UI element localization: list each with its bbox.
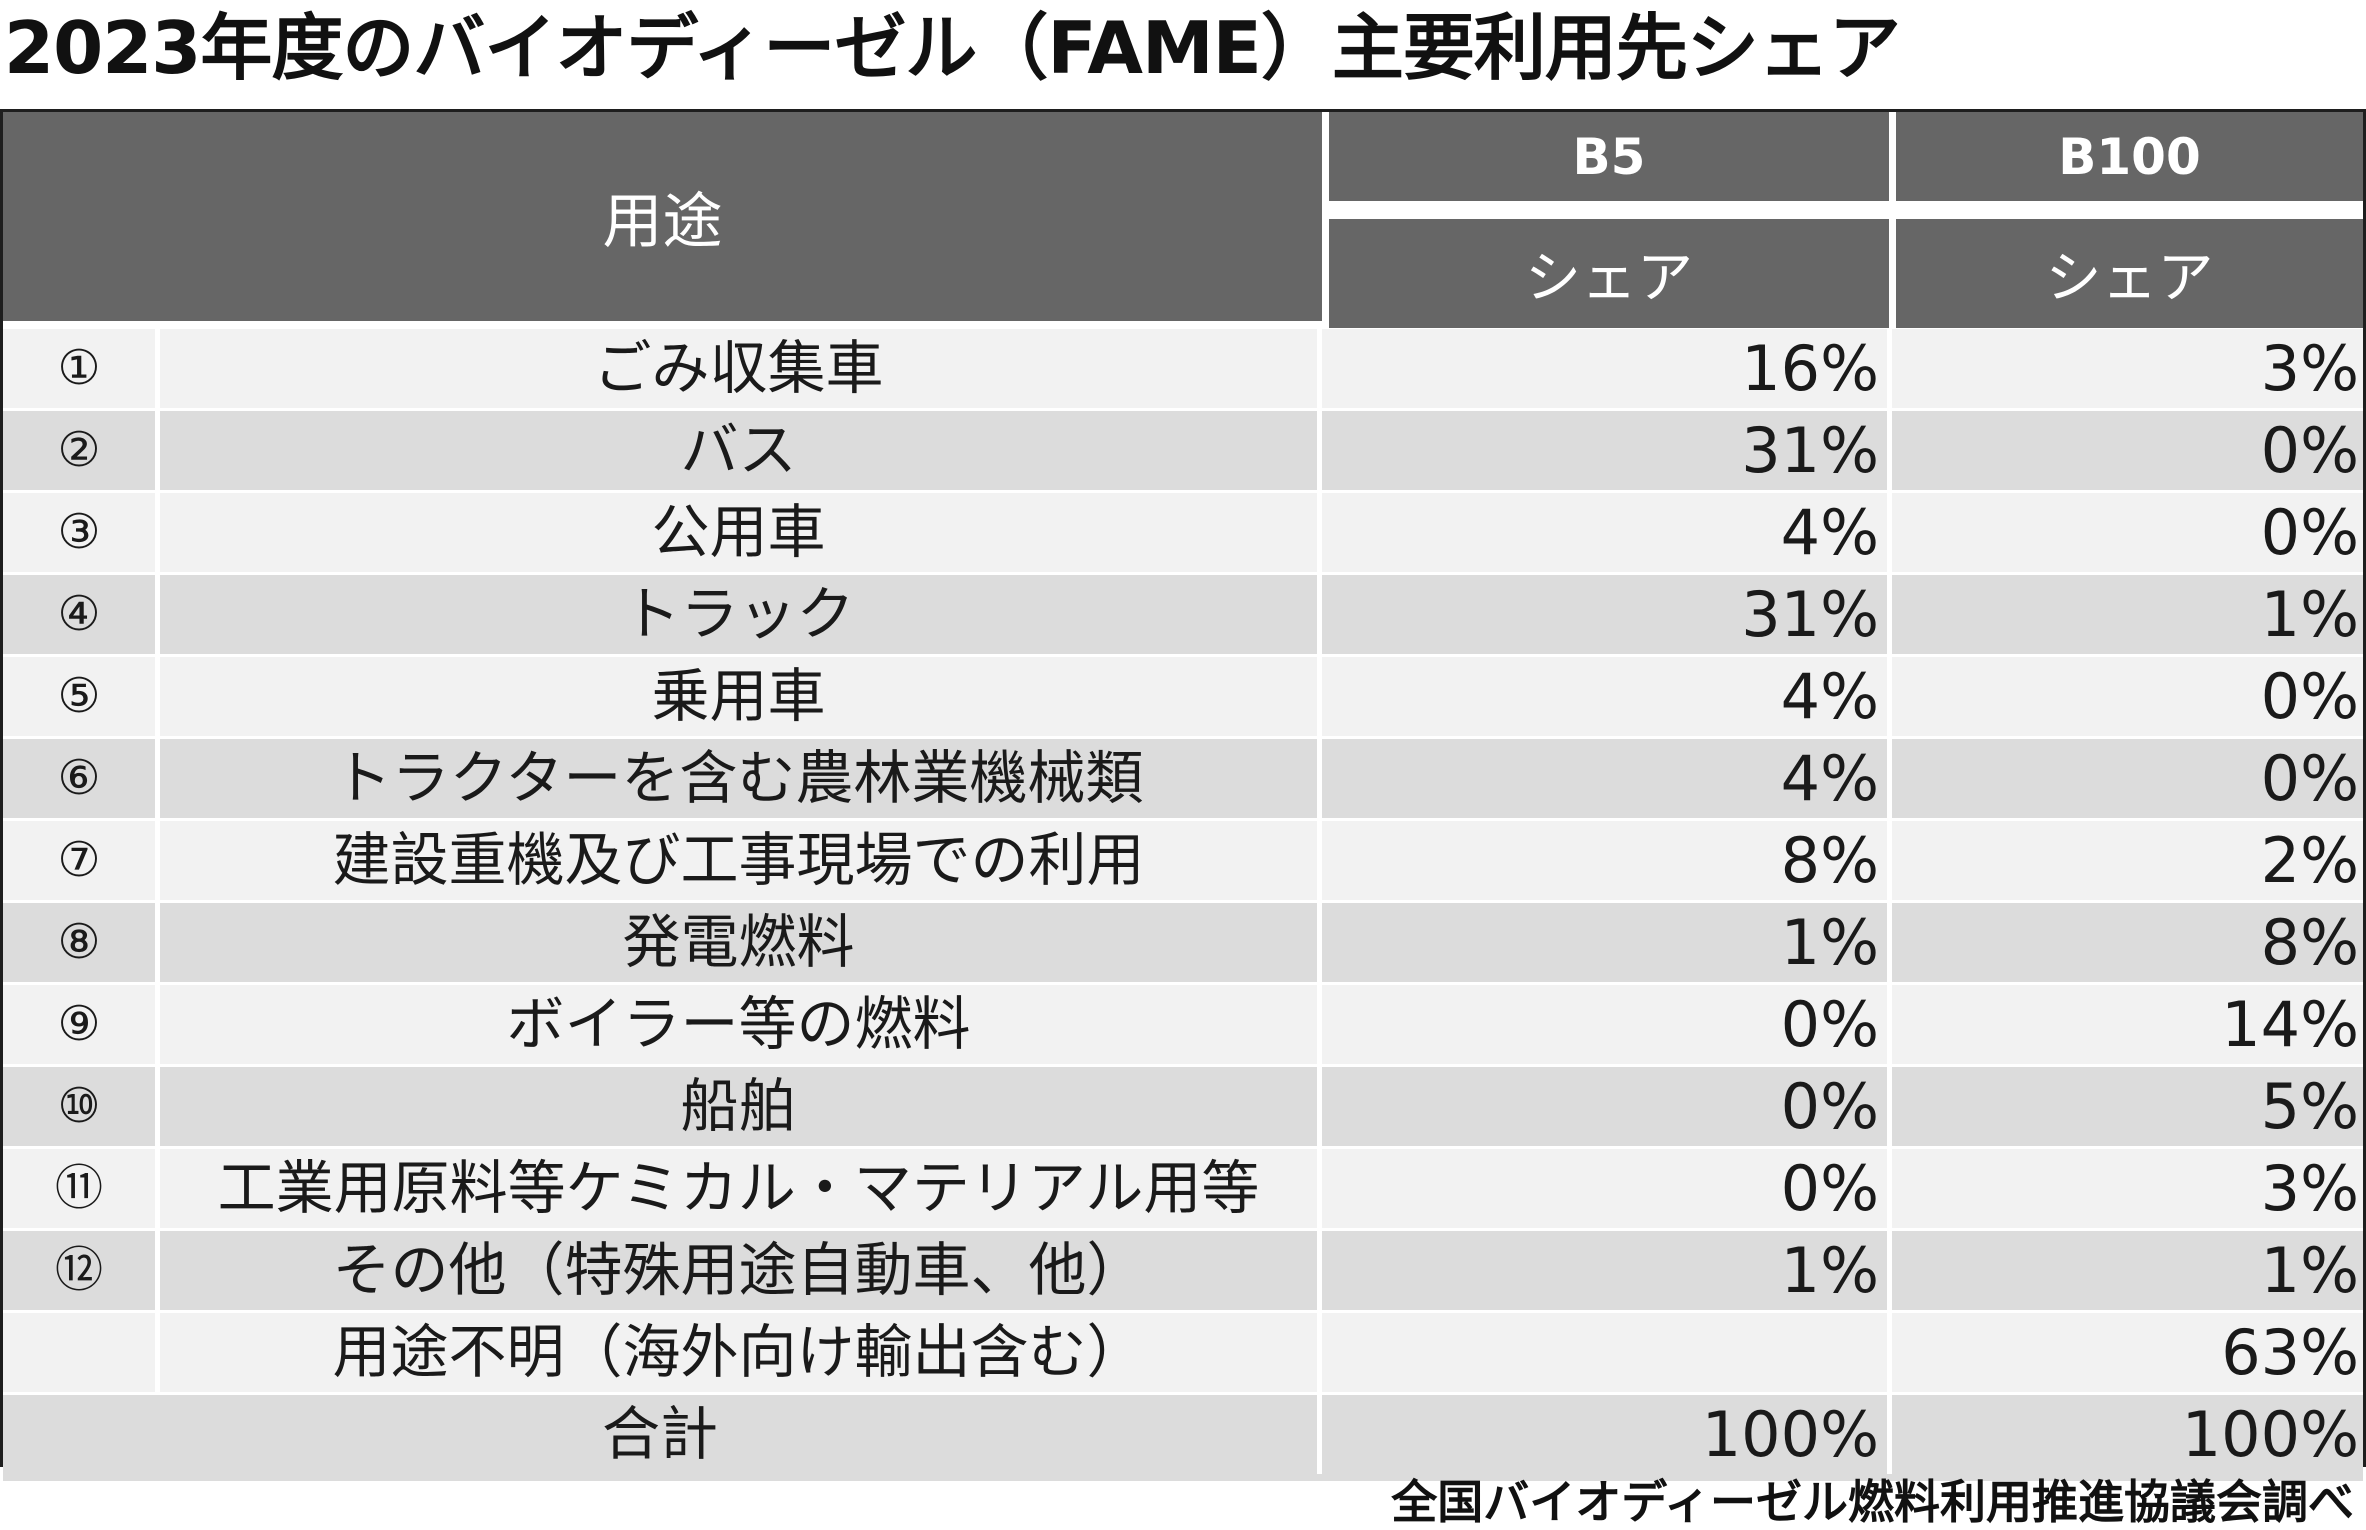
- row-b5-share: 31%: [1322, 411, 1892, 490]
- table-row: ⑫ その他（特殊用途自動車、他） 1% 1%: [3, 1231, 2363, 1313]
- row-b5-share: 8%: [1322, 821, 1892, 900]
- row-number: ⑫: [3, 1231, 160, 1310]
- row-number: [3, 1313, 160, 1392]
- total-b100-share: 100%: [2181, 1398, 2359, 1471]
- row-b100-share: 2%: [2260, 824, 2359, 897]
- row-b100-share: 1%: [2260, 1234, 2359, 1307]
- table-row: ① ごみ収集車 16% 3%: [3, 329, 2363, 411]
- row-b100-share: 0%: [2260, 414, 2359, 487]
- table-row: 用途不明（海外向け輸出含む） 63%: [3, 1313, 2363, 1395]
- row-b5-share: [1322, 1313, 1892, 1392]
- row-b100-share: 14%: [2221, 988, 2359, 1061]
- row-usage: 公用車: [160, 493, 1322, 572]
- row-number: ⑧: [3, 903, 160, 982]
- row-number: ①: [3, 329, 160, 408]
- row-number: ⑨: [3, 985, 160, 1064]
- row-b100-share: 0%: [2260, 660, 2359, 733]
- row-number: ⑤: [3, 657, 160, 736]
- row-usage: 建設重機及び工事現場での利用: [160, 821, 1322, 900]
- row-b5-share: 4%: [1322, 493, 1892, 572]
- table-row: ⑧ 発電燃料 1% 8%: [3, 903, 2363, 985]
- row-number: ⑦: [3, 821, 160, 900]
- share-table: 用途 B5 B100 シェア シェア ① ごみ収集車 16% 3% ② バス 3…: [0, 109, 2366, 1481]
- row-number: ⑪: [3, 1149, 160, 1228]
- row-usage: 発電燃料: [160, 903, 1322, 982]
- row-usage: 船舶: [160, 1067, 1322, 1146]
- header-b5: B5: [1329, 112, 1889, 201]
- row-number: ②: [3, 411, 160, 490]
- table-row-total: 合計 100% 100%: [3, 1395, 2363, 1481]
- row-b5-share: 0%: [1322, 1067, 1892, 1146]
- table-row: ⑥ トラクターを含む農林業機械類 4% 0%: [3, 739, 2363, 821]
- row-b100-share: 3%: [2260, 1152, 2359, 1225]
- row-b5-share: 1%: [1322, 903, 1892, 982]
- header-b5-share: シェア: [1329, 219, 1889, 328]
- row-usage: 用途不明（海外向け輸出含む）: [160, 1313, 1322, 1392]
- header-b100: B100: [1896, 112, 2363, 201]
- row-usage: ごみ収集車: [160, 329, 1322, 408]
- table-row: ④ トラック 31% 1%: [3, 575, 2363, 657]
- table-row: ⑤ 乗用車 4% 0%: [3, 657, 2363, 739]
- row-b5-share: 4%: [1322, 739, 1892, 818]
- row-b5-share: 1%: [1322, 1231, 1892, 1310]
- row-number: ③: [3, 493, 160, 572]
- header-usage: 用途: [3, 112, 1322, 321]
- row-number: ⑩: [3, 1067, 160, 1146]
- table-row: ⑦ 建設重機及び工事現場での利用 8% 2%: [3, 821, 2363, 903]
- table-body: ① ごみ収集車 16% 3% ② バス 31% 0% ③ 公用車 4% 0% ④…: [3, 329, 2363, 1481]
- row-b5-share: 16%: [1322, 329, 1892, 408]
- row-b5-share: 0%: [1322, 985, 1892, 1064]
- row-b5-share: 31%: [1322, 575, 1892, 654]
- row-b100-share: 0%: [2260, 742, 2359, 815]
- row-b5-share: 0%: [1322, 1149, 1892, 1228]
- table-title: 2023年度のバイオディーゼル（FAME）主要利用先シェア: [4, 6, 1901, 90]
- table-row: ⑪ 工業用原料等ケミカル・マテリアル用等 0% 3%: [3, 1149, 2363, 1231]
- row-usage: トラック: [160, 575, 1322, 654]
- total-b5-share: 100%: [1322, 1395, 1892, 1474]
- row-b100-share: 5%: [2260, 1070, 2359, 1143]
- header-b100-share: シェア: [1896, 219, 2363, 328]
- table-row: ⑨ ボイラー等の燃料 0% 14%: [3, 985, 2363, 1067]
- table-row: ⑩ 船舶 0% 5%: [3, 1067, 2363, 1149]
- source-note: 全国バイオディーゼル燃料利用推進協議会調べ: [1391, 1475, 2354, 1529]
- row-usage: トラクターを含む農林業機械類: [160, 739, 1322, 818]
- row-usage: ボイラー等の燃料: [160, 985, 1322, 1064]
- row-usage: その他（特殊用途自動車、他）: [160, 1231, 1322, 1310]
- row-b100-share: 63%: [2221, 1316, 2359, 1389]
- row-b5-share: 4%: [1322, 657, 1892, 736]
- row-b100-share: 0%: [2260, 496, 2359, 569]
- row-number: ④: [3, 575, 160, 654]
- table-row: ③ 公用車 4% 0%: [3, 493, 2363, 575]
- row-b100-share: 8%: [2260, 906, 2359, 979]
- row-usage: バス: [160, 411, 1322, 490]
- table-row: ② バス 31% 0%: [3, 411, 2363, 493]
- total-label: 合計: [3, 1395, 1322, 1474]
- row-b100-share: 3%: [2260, 332, 2359, 405]
- row-usage: 乗用車: [160, 657, 1322, 736]
- row-b100-share: 1%: [2260, 578, 2359, 651]
- row-usage: 工業用原料等ケミカル・マテリアル用等: [160, 1149, 1322, 1228]
- row-number: ⑥: [3, 739, 160, 818]
